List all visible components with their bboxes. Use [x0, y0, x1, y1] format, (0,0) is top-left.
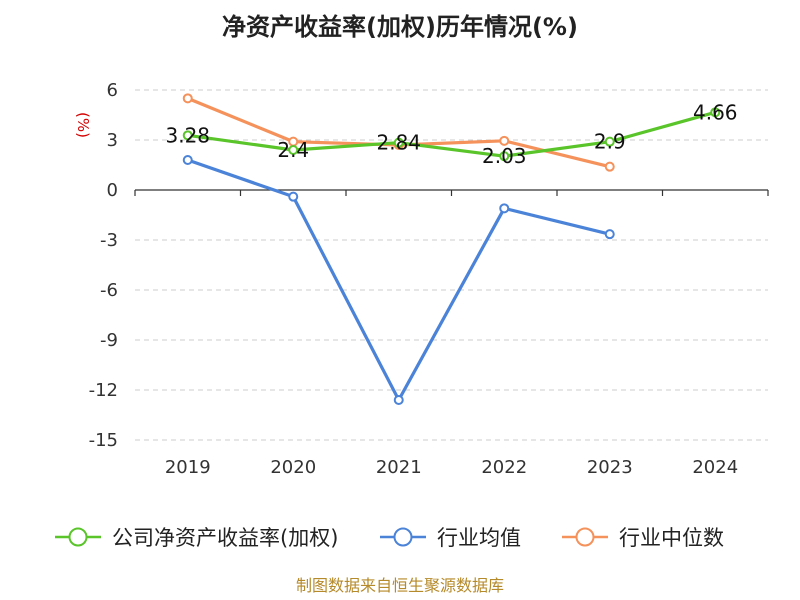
source-note: 制图数据来自恒生聚源数据库 — [296, 576, 504, 595]
data-point — [393, 395, 404, 405]
legend-label: 行业中位数 — [619, 526, 724, 550]
data-point — [499, 151, 510, 162]
data-point — [604, 229, 615, 240]
y-tick-label: -9 — [100, 330, 118, 351]
data-point — [499, 135, 510, 146]
x-tick-label: 2020 — [270, 457, 316, 478]
series-line — [186, 158, 612, 402]
legend[interactable]: 公司净资产收益率(加权) 行业均值 行业中位数 — [55, 526, 724, 550]
y-tick-label: 3 — [107, 130, 118, 151]
x-tick-label: 2019 — [165, 457, 211, 478]
data-point — [604, 161, 615, 172]
data-label: 3.28 — [165, 123, 210, 147]
legend-item[interactable]: 行业中位数 — [562, 526, 724, 550]
data-point — [182, 93, 193, 104]
data-label: 4.66 — [693, 100, 738, 124]
data-label: 2.03 — [482, 144, 527, 168]
data-point — [710, 107, 721, 118]
axes: 6 3 0 -3 -6 -9 -12 -15 2019 2020 2021 2022 2023 2024 — [89, 80, 769, 478]
data-point — [604, 136, 615, 147]
x-tick-label: 2024 — [692, 457, 738, 478]
x-tick-label: 2021 — [376, 457, 422, 478]
y-tick-label: -3 — [100, 230, 118, 251]
data-labels: 3.28 2.4 2.84 2.03 2.9 4.66 — [165, 100, 737, 168]
legend-swatch-marker — [393, 527, 413, 547]
legend-item[interactable]: 行业均值 — [380, 526, 521, 550]
legend-label: 公司净资产收益率(加权) — [112, 526, 338, 550]
legend-item[interactable]: 公司净资产收益率(加权) — [55, 526, 338, 550]
x-tick-label: 2023 — [587, 457, 633, 478]
series — [182, 93, 721, 405]
series-line — [186, 110, 717, 158]
legend-swatch-marker — [68, 527, 88, 547]
y-tick-label: 0 — [107, 180, 118, 201]
data-point — [499, 203, 510, 214]
y-tick-label: -15 — [89, 430, 118, 451]
y-tick-label: 6 — [107, 80, 118, 101]
data-point — [182, 155, 193, 165]
data-point — [288, 145, 299, 155]
grid-lines — [135, 89, 768, 441]
data-label: 2.4 — [277, 138, 309, 162]
y-tick-label: -6 — [100, 280, 118, 301]
y-tick-label: -12 — [89, 380, 118, 401]
chart-title: 净资产收益率(加权)历年情况(%) — [222, 13, 578, 41]
data-label: 2.84 — [376, 131, 421, 155]
x-tick-label: 2022 — [481, 457, 527, 478]
data-point — [288, 191, 299, 202]
y-axis-label: (%) — [74, 112, 92, 138]
legend-label: 行业均值 — [437, 526, 521, 550]
legend-swatch-marker — [575, 527, 595, 547]
data-point — [182, 130, 193, 141]
data-label: 2.9 — [594, 130, 626, 154]
data-point — [393, 137, 404, 148]
